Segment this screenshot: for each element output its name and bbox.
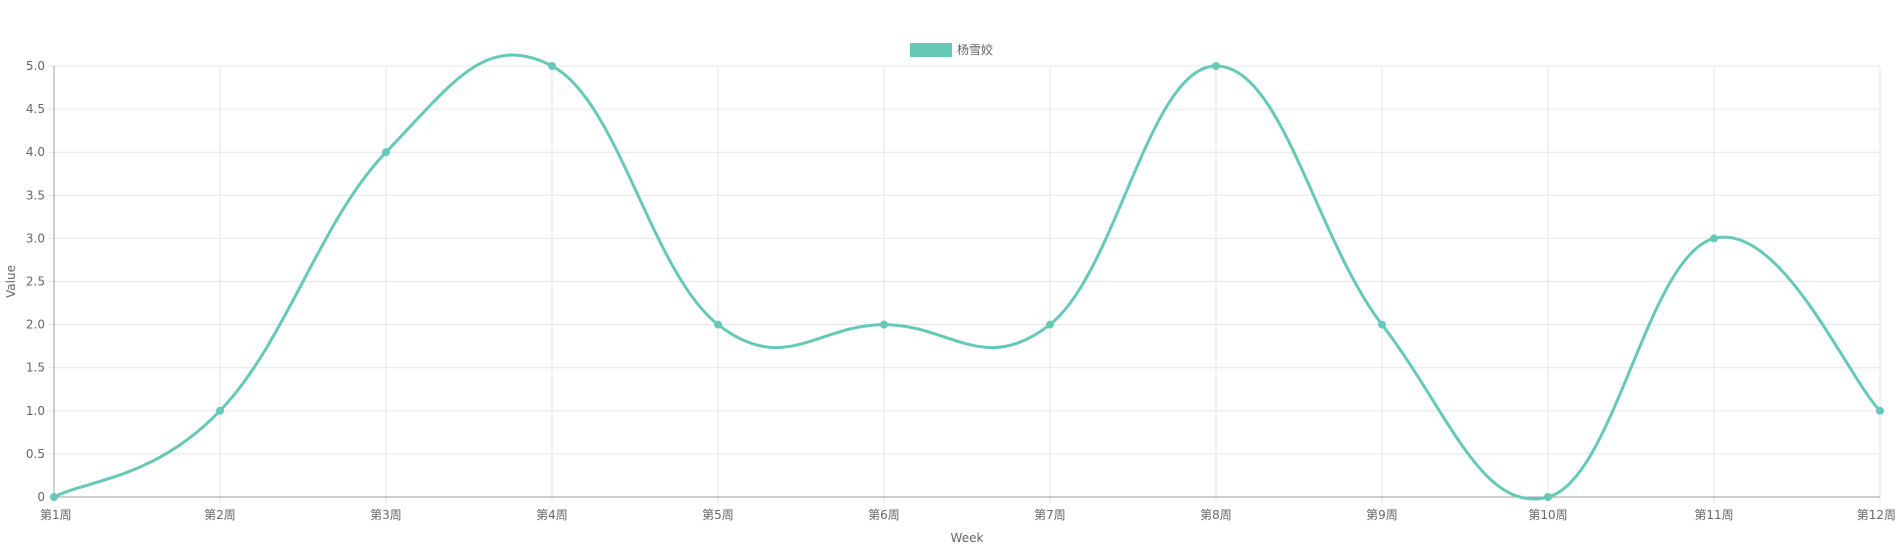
y-axis-title: Value xyxy=(4,265,18,298)
x-tick-label: 第1周 xyxy=(40,508,72,522)
y-tick-label: 3.0 xyxy=(26,231,45,245)
x-tick-label: 第4周 xyxy=(536,508,568,522)
x-tick-label: 第11周 xyxy=(1694,508,1733,522)
data-point[interactable] xyxy=(1212,62,1220,70)
data-point[interactable] xyxy=(714,320,722,329)
data-point[interactable] xyxy=(50,493,58,501)
x-axis-title: Week xyxy=(951,531,984,545)
grid xyxy=(54,65,1881,497)
legend-swatch[interactable] xyxy=(910,43,952,57)
series xyxy=(50,53,1884,501)
x-tick-label: 第2周 xyxy=(204,508,236,522)
data-point[interactable] xyxy=(382,148,390,157)
legend-label[interactable]: 杨雪姣 xyxy=(957,42,993,57)
data-point[interactable] xyxy=(1544,493,1552,501)
data-point[interactable] xyxy=(548,62,556,70)
x-tick-label: 第7周 xyxy=(1034,508,1066,522)
y-tick-label: 0 xyxy=(37,490,45,504)
x-tick-label: 第10周 xyxy=(1528,508,1567,522)
data-point[interactable] xyxy=(1378,320,1386,329)
axes xyxy=(48,65,1881,503)
data-point[interactable] xyxy=(1710,234,1718,243)
y-tick-labels: 0 0.5 1.0 1.5 2.0 2.5 3.0 3.5 4.0 4.5 5.0 xyxy=(26,59,45,504)
legend[interactable]: 杨雪姣 xyxy=(910,42,993,57)
y-tick-label: 5.0 xyxy=(26,59,45,73)
y-tick-label: 4.0 xyxy=(26,145,45,159)
x-tick-label: 第5周 xyxy=(702,508,734,522)
y-tick-label: 0.5 xyxy=(26,447,45,461)
data-point[interactable] xyxy=(216,406,224,415)
x-tick-label: 第8周 xyxy=(1200,508,1232,522)
data-point[interactable] xyxy=(1876,406,1884,415)
x-tick-label: 第12周 xyxy=(1857,508,1896,522)
y-tick-label: 2.5 xyxy=(26,275,45,289)
data-point[interactable] xyxy=(880,320,888,329)
x-tick-label: 第9周 xyxy=(1366,508,1398,522)
x-tick-labels: 第1周 第2周 第3周 第4周 第5周 第6周 第7周 第8周 第9周 第10周 第11周 第12周 xyxy=(40,508,1896,522)
series-line xyxy=(52,53,1882,501)
y-tick-label: 4.5 xyxy=(26,102,45,116)
y-tick-label: 3.5 xyxy=(26,188,45,202)
y-tick-label: 1.0 xyxy=(26,404,45,418)
x-tick-label: 第6周 xyxy=(868,508,900,522)
y-tick-label: 2.0 xyxy=(26,318,45,332)
data-point[interactable] xyxy=(1046,320,1054,329)
x-tick-label: 第3周 xyxy=(370,508,402,522)
y-tick-label: 1.5 xyxy=(26,361,45,375)
